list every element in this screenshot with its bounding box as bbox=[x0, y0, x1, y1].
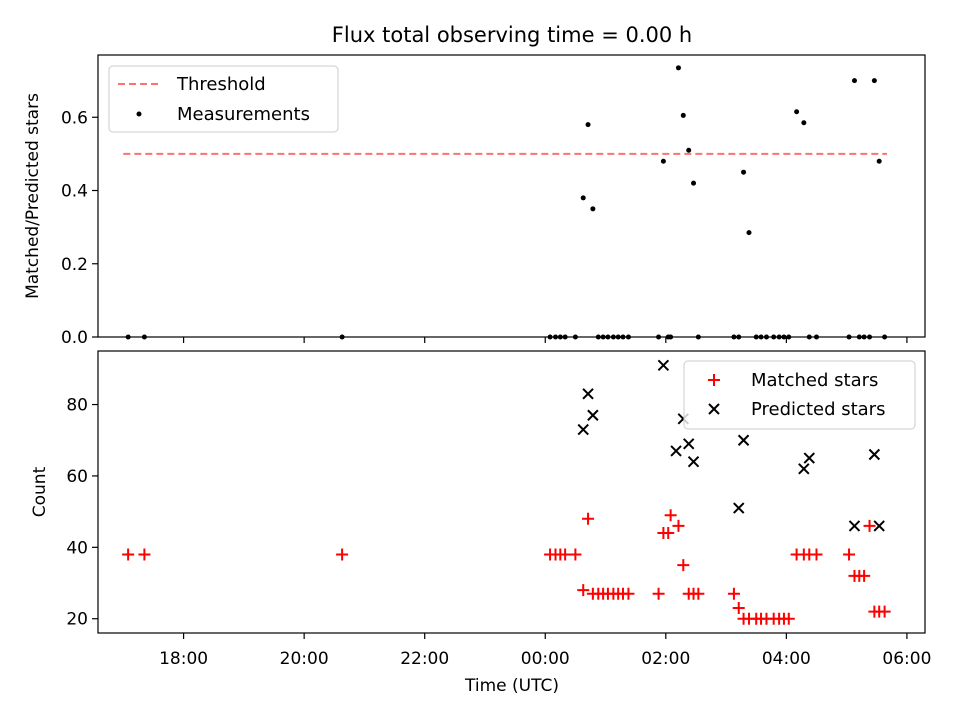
x-tick-label: 00:00 bbox=[521, 649, 570, 669]
predicted-stars-marker bbox=[683, 438, 695, 450]
measurement-point bbox=[585, 122, 591, 128]
star-count-axes-frame bbox=[97, 350, 926, 634]
x-tick-label: 04:00 bbox=[762, 649, 811, 669]
y-tick-label: 0.0 bbox=[61, 328, 88, 348]
measurement-point bbox=[590, 206, 596, 212]
y-tick-label: 60 bbox=[66, 467, 88, 487]
measurement-point bbox=[871, 78, 877, 84]
matched-stars-marker bbox=[843, 548, 856, 561]
chart-title: Flux total observing time = 0.00 h bbox=[332, 23, 692, 47]
y-tick-label: 0.4 bbox=[61, 182, 88, 202]
measurements-legend-label: Measurements bbox=[177, 104, 310, 125]
y-tick-label: 0.6 bbox=[61, 108, 88, 128]
measurement-point bbox=[794, 109, 800, 115]
predicted-stars-marker bbox=[582, 388, 594, 400]
matched-stars-marker bbox=[677, 559, 690, 572]
measurement-point bbox=[746, 230, 752, 236]
x-tick-label: 20:00 bbox=[280, 649, 329, 669]
matched-stars-marker bbox=[569, 548, 582, 561]
y-tick-label: 40 bbox=[66, 538, 88, 558]
predicted-stars-marker bbox=[577, 423, 589, 436]
measurement-point bbox=[675, 65, 681, 71]
measurement-point bbox=[876, 158, 882, 164]
measurement-point bbox=[741, 169, 747, 175]
x-tick-label: 22:00 bbox=[400, 649, 449, 669]
matched-stars-marker bbox=[727, 587, 740, 600]
y-tick-label: 20 bbox=[66, 610, 88, 630]
star-count-plot-area bbox=[122, 359, 891, 625]
predicted-stars-marker bbox=[803, 452, 815, 464]
matched-stars-marker bbox=[664, 509, 677, 522]
predicted-stars-legend-label: Predicted stars bbox=[751, 399, 885, 420]
matched-stars-marker bbox=[863, 519, 876, 532]
matched-stars-marker bbox=[672, 519, 685, 532]
matched-stars-marker bbox=[577, 584, 590, 597]
matched-stars-legend-swatch bbox=[708, 374, 720, 386]
predicted-stars-marker bbox=[733, 502, 745, 514]
matched-stars-marker bbox=[732, 602, 745, 615]
flux-ratio-x-axis bbox=[182, 337, 908, 343]
measurement-point bbox=[580, 195, 586, 201]
matched-stars-legend-label: Matched stars bbox=[751, 370, 878, 391]
measurement-point bbox=[680, 112, 686, 118]
predicted-stars-marker bbox=[798, 463, 810, 475]
star-count-x-axis: 18:00 20:00 22:00 00:00 02:00 04:00 06:00 bbox=[159, 633, 931, 669]
threshold-legend-label: Threshold bbox=[176, 74, 266, 95]
measurement-point bbox=[686, 147, 692, 153]
predicted-stars-marker bbox=[873, 520, 885, 532]
predicted-stars-marker bbox=[670, 445, 682, 457]
predicted-stars-marker bbox=[587, 409, 599, 421]
y-tick-label: 0.2 bbox=[61, 255, 88, 275]
matched-stars-marker bbox=[858, 569, 871, 582]
predicted-stars-legend-swatch bbox=[708, 403, 720, 415]
measurement-point bbox=[660, 158, 666, 164]
flux-ratio-y-axis: 0.0 0.2 0.4 0.6 bbox=[61, 108, 98, 348]
matched-stars-marker bbox=[878, 605, 891, 618]
x-tick-label: 06:00 bbox=[882, 649, 931, 669]
matched-stars-marker bbox=[662, 527, 675, 540]
flux-ratio-axes-frame bbox=[97, 54, 926, 338]
x-tick-label: 18:00 bbox=[159, 649, 208, 669]
matched-stars-marker bbox=[810, 548, 823, 561]
flux-ratio-plot-area bbox=[123, 65, 888, 340]
predicted-stars-marker bbox=[868, 448, 881, 461]
star-count-legend: Matched stars Predicted stars bbox=[683, 360, 916, 430]
predicted-stars-marker bbox=[848, 520, 861, 532]
matched-stars-marker bbox=[559, 548, 572, 561]
measurements-legend-swatch bbox=[136, 111, 142, 117]
flux-ratio-y-axis-label: Matched/Predicted stars bbox=[23, 93, 43, 299]
time-axis-label: Time (UTC) bbox=[464, 676, 559, 696]
matched-stars-marker bbox=[622, 587, 635, 600]
matched-stars-marker bbox=[336, 548, 349, 561]
predicted-stars-marker bbox=[687, 455, 700, 468]
flux-ratio-legend: Threshold Measurements bbox=[108, 65, 339, 133]
star-count-y-axis-label: Count bbox=[30, 466, 50, 517]
matched-stars-marker bbox=[692, 587, 705, 600]
matched-stars-marker bbox=[582, 512, 595, 525]
matched-stars-marker bbox=[652, 587, 665, 600]
flux-ratio-panel: 0.0 0.2 0.4 0.6 Matched/Predicted stars Thr… bbox=[23, 54, 926, 348]
measurement-point bbox=[851, 78, 857, 84]
measurement-point bbox=[801, 120, 807, 126]
matched-stars-marker bbox=[122, 548, 135, 561]
predicted-stars-marker bbox=[737, 434, 750, 446]
star-count-panel: 20 40 60 80 18:00 20:00 22:00 00:00 02:00 04:00 0… bbox=[30, 350, 931, 696]
star-count-y-axis: 20 40 60 80 bbox=[66, 396, 98, 630]
predicted-stars-marker bbox=[657, 359, 670, 371]
y-tick-label: 80 bbox=[66, 396, 88, 416]
x-tick-label: 02:00 bbox=[641, 649, 690, 669]
measurement-point bbox=[691, 180, 697, 186]
flux-ratio-legend-box bbox=[108, 65, 339, 133]
star-count-legend-box bbox=[683, 360, 916, 430]
matched-stars-marker bbox=[782, 612, 795, 625]
matched-stars-marker bbox=[138, 548, 151, 561]
